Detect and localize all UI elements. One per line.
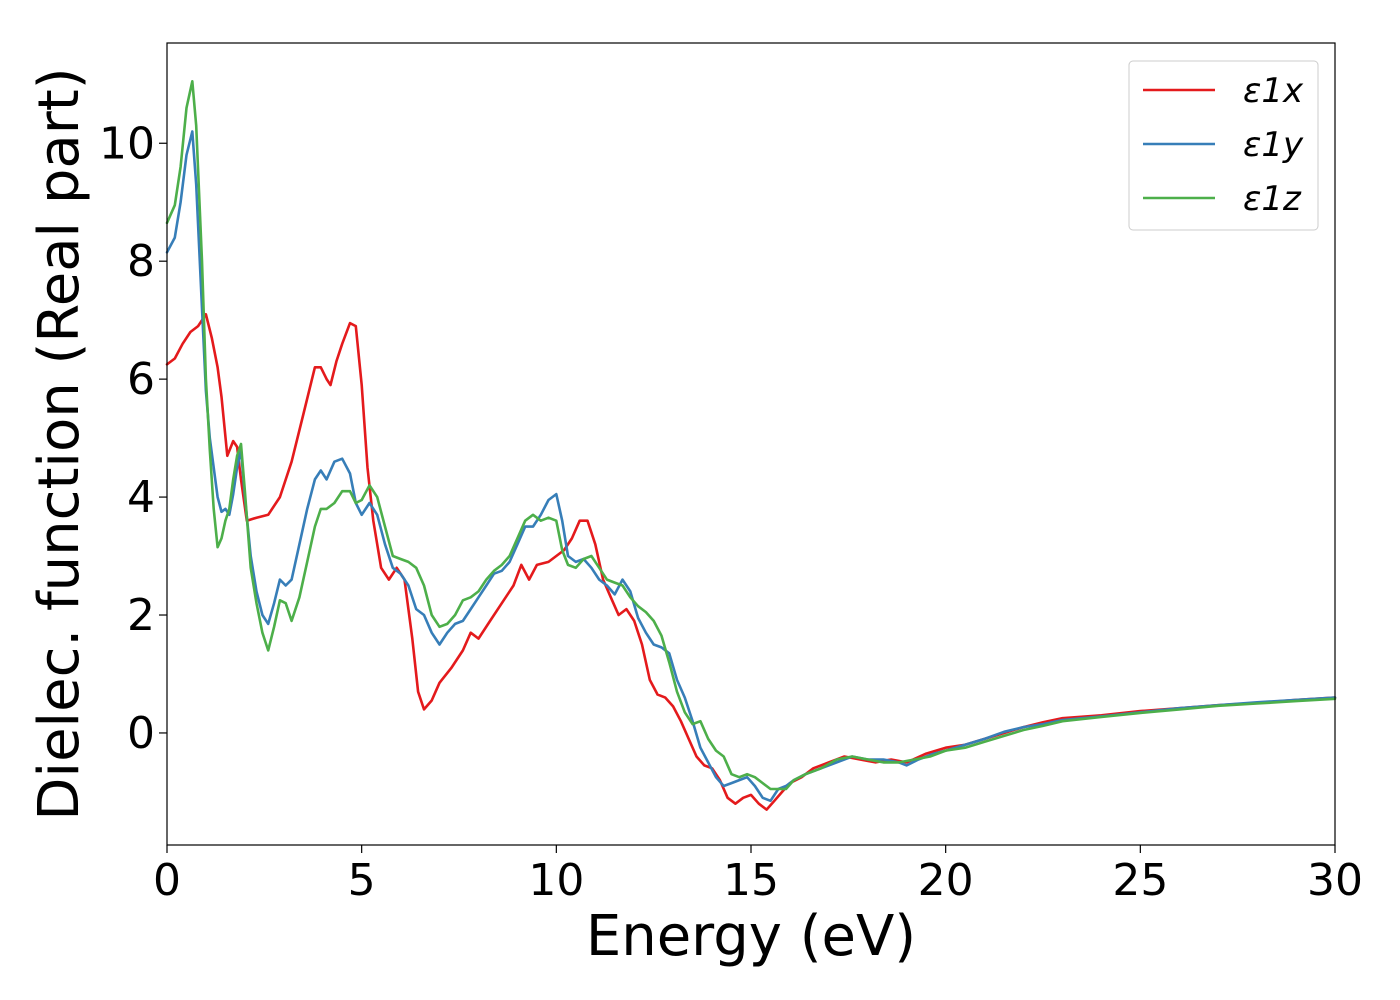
series-line-2 [165, 130, 1337, 803]
x-tick-label: 10 [528, 855, 584, 906]
y-axis-title: Dielec. function (Real part) [27, 67, 92, 820]
x-tick-label: 0 [153, 855, 181, 906]
series-line-3 [165, 80, 1337, 791]
x-tick-label: 30 [1307, 855, 1363, 906]
y-axis-ticks: 0 2 4 6 8 10 [99, 118, 167, 759]
x-tick-label: 20 [918, 855, 974, 906]
y-tick-label: 6 [127, 354, 155, 405]
legend-label-3: ε1z [1243, 179, 1302, 219]
legend-entries: ε1x ε1y ε1z [1143, 71, 1304, 219]
y-tick-label: 0 [127, 708, 155, 759]
series-layer [165, 80, 1337, 811]
legend-box [1128, 60, 1319, 231]
x-axis-ticks: 0 5 10 15 20 25 30 [153, 845, 1363, 906]
y-tick-label: 8 [127, 236, 155, 287]
x-tick-label: 5 [348, 855, 376, 906]
x-tick-label: 25 [1112, 855, 1168, 906]
legend-label-2: ε1y [1243, 125, 1304, 165]
y-tick-label: 2 [127, 590, 155, 641]
x-tick-label: 15 [723, 855, 779, 906]
legend-label-1: ε1x [1243, 71, 1304, 111]
series-line-1 [165, 313, 1337, 811]
y-tick-label: 10 [99, 118, 155, 169]
legend: ε1x ε1y ε1z [1128, 60, 1319, 231]
y-tick-label: 4 [127, 472, 155, 523]
x-axis-title: Energy (eV) [586, 904, 916, 969]
